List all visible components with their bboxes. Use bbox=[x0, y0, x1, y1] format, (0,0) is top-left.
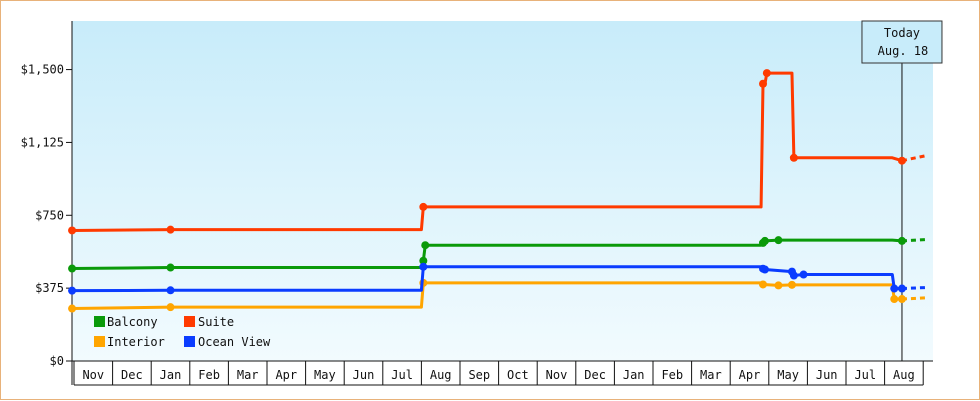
x-tick-label: Apr bbox=[739, 368, 761, 382]
legend-swatch-ocean-view bbox=[184, 336, 195, 347]
data-point-balcony bbox=[419, 256, 428, 265]
x-tick-label: Dec bbox=[121, 368, 143, 382]
y-tick-label: $375 bbox=[35, 281, 64, 295]
x-tick-label: Aug bbox=[893, 368, 915, 382]
data-point-interior bbox=[68, 304, 77, 313]
x-tick-label: May bbox=[777, 368, 799, 382]
data-point-interior bbox=[166, 303, 175, 312]
data-point-balcony bbox=[760, 236, 769, 245]
x-tick-label: Oct bbox=[507, 368, 529, 382]
x-tick-label: Jun bbox=[816, 368, 838, 382]
data-point-ocean-view bbox=[789, 271, 798, 280]
data-point-ocean-view bbox=[166, 286, 175, 295]
today-box bbox=[861, 20, 943, 64]
data-point-balcony bbox=[68, 264, 77, 273]
y-tick-label: $0 bbox=[50, 354, 64, 368]
data-point-suite bbox=[897, 156, 906, 165]
legend-label-interior: Interior bbox=[107, 335, 165, 349]
x-tick-label: Jul bbox=[854, 368, 876, 382]
legend-label-suite: Suite bbox=[198, 315, 234, 329]
data-point-ocean-view bbox=[890, 284, 899, 293]
x-tick-label: Apr bbox=[275, 368, 297, 382]
x-tick-label: Nov bbox=[82, 368, 104, 382]
x-axis-ticks: Nov Dec Jan Feb Mar Apr May Jun Jul Aug Sep Oct Nov D… bbox=[73, 361, 924, 386]
data-point-interior bbox=[890, 295, 899, 304]
x-tick-label: Jul bbox=[391, 368, 413, 382]
data-point-balcony bbox=[897, 236, 906, 245]
legend: Balcony Suite Interior Ocean View bbox=[94, 315, 271, 349]
legend-swatch-interior bbox=[94, 336, 105, 347]
x-tick-label: Feb bbox=[198, 368, 220, 382]
data-point-interior bbox=[759, 280, 768, 289]
data-point-interior bbox=[897, 295, 906, 304]
data-point-ocean-view bbox=[419, 262, 428, 271]
x-tick-label: Mar bbox=[237, 368, 259, 382]
x-tick-label: Sep bbox=[468, 368, 490, 382]
data-point-interior bbox=[787, 280, 796, 289]
data-point-suite bbox=[166, 225, 175, 234]
data-point-ocean-view bbox=[799, 270, 808, 279]
data-point-suite bbox=[759, 79, 768, 88]
data-point-suite bbox=[762, 69, 771, 78]
legend-swatch-balcony bbox=[94, 316, 105, 327]
today-label: Today bbox=[884, 26, 920, 40]
data-point-suite bbox=[68, 226, 77, 235]
axes bbox=[66, 21, 933, 385]
data-point-ocean-view bbox=[897, 284, 906, 293]
y-tick-label: $1,125 bbox=[21, 135, 64, 149]
legend-swatch-suite bbox=[184, 316, 195, 327]
legend-label-balcony: Balcony bbox=[107, 315, 158, 329]
x-tick-label: Nov bbox=[546, 368, 568, 382]
data-point-balcony bbox=[166, 263, 175, 272]
x-tick-label: May bbox=[314, 368, 336, 382]
legend-label-ocean-view: Ocean View bbox=[198, 335, 271, 349]
today-date: Aug. 18 bbox=[878, 44, 929, 58]
y-tick-label: $750 bbox=[35, 208, 64, 222]
data-point-suite bbox=[789, 153, 798, 162]
data-point-balcony bbox=[774, 236, 783, 245]
data-point-suite bbox=[419, 202, 428, 211]
data-point-ocean-view bbox=[760, 265, 769, 274]
y-tick-label: $1,500 bbox=[21, 63, 64, 77]
x-tick-label: Jan bbox=[160, 368, 182, 382]
data-point-ocean-view bbox=[68, 286, 77, 295]
x-tick-label: Feb bbox=[661, 368, 683, 382]
plot-background bbox=[72, 21, 933, 361]
y-axis-ticks: $0 $375 $750 $1,125 $1,500 bbox=[21, 63, 72, 368]
series-lines bbox=[68, 69, 926, 313]
today-marker: Today Aug. 18 bbox=[861, 20, 943, 361]
x-tick-label: Aug bbox=[430, 368, 452, 382]
data-point-balcony bbox=[421, 241, 430, 250]
x-tick-label: Jun bbox=[353, 368, 375, 382]
x-tick-label: Dec bbox=[584, 368, 606, 382]
x-tick-label: Jan bbox=[623, 368, 645, 382]
x-tick-label: Mar bbox=[700, 368, 722, 382]
data-point-interior bbox=[774, 281, 783, 290]
